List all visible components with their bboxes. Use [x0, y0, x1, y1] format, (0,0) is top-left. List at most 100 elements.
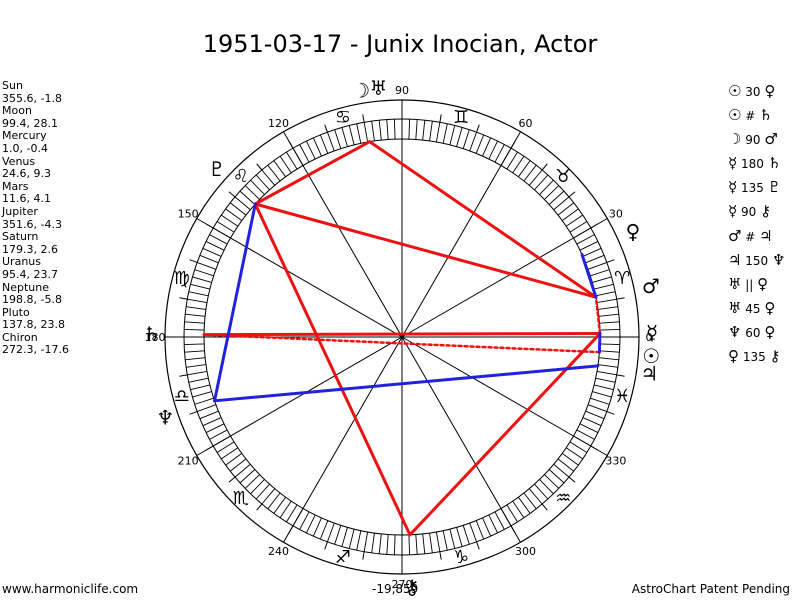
planet-glyph: ⚷ — [405, 575, 420, 599]
degree-tick — [261, 169, 276, 186]
planet-name: Uranus — [2, 255, 41, 269]
degree-tick — [184, 350, 205, 353]
degree-tick — [199, 410, 219, 420]
aspect-angle: 135 — [739, 350, 770, 365]
degree-tick — [244, 474, 260, 489]
planet-glyph: ☽ — [352, 78, 370, 102]
degree-tick — [356, 530, 362, 551]
degree-tick — [194, 269, 214, 277]
degree-tick — [356, 123, 362, 144]
degree-tick — [592, 276, 612, 283]
degree-tick — [341, 527, 348, 547]
degree-tick — [205, 241, 225, 251]
degree-tick — [475, 520, 485, 540]
degree-tick — [590, 397, 610, 405]
sign-spoke — [401, 131, 521, 338]
zodiac-sign-glyphs: ♓ ♈ ♉ ♊ ♋ ♌ ♍ ♎ ♏ ♐ ♑ ♒ — [174, 107, 631, 568]
planet-name: Neptune — [2, 280, 50, 294]
degree-tick — [469, 522, 477, 543]
degree-tick-major — [228, 191, 236, 198]
degree-tick — [371, 533, 375, 553]
degree-tick — [596, 298, 617, 304]
aspect-planet-2: ♆ — [772, 250, 786, 269]
degree-tick — [579, 423, 599, 433]
degree-tick — [415, 534, 418, 555]
aspect-planet-2: ♄ — [767, 154, 782, 173]
degree-tick — [594, 384, 614, 391]
degree-tick — [539, 479, 554, 495]
degree-tick-major — [541, 503, 548, 511]
aspect-planet-2: ♄ — [759, 106, 773, 125]
degree-tick — [494, 144, 505, 163]
aspect-row: ♂ # ♃ — [728, 225, 785, 249]
degree-tick — [363, 531, 369, 552]
aspect-planet-1: ♃ — [728, 250, 742, 269]
aspect-planet-1: ☿ — [728, 202, 738, 221]
planet-name: Mars — [2, 179, 29, 193]
degree-tick — [194, 397, 214, 405]
zodiac-sign-glyph: ♑ — [453, 547, 469, 568]
degree-tick — [188, 291, 209, 297]
zodiac-sign-glyph: ♎ — [174, 386, 190, 407]
aspect-planet-2: ♀ — [764, 322, 776, 341]
degree-tick — [229, 458, 247, 472]
sign-spoke — [283, 131, 403, 338]
aspect-line — [253, 202, 598, 299]
degree-tick — [190, 283, 210, 290]
aspect-line — [368, 140, 598, 299]
degree-tick — [341, 127, 348, 147]
degree-tick-major — [228, 476, 236, 483]
aspect-planet-2: ♀ — [757, 274, 769, 293]
degree-tick-major — [189, 411, 198, 415]
degree-tick — [548, 190, 565, 205]
degree-tick — [598, 313, 619, 317]
degree-tick-major — [362, 114, 365, 123]
degree-tick — [334, 525, 342, 545]
aspect-list: ☉ 30 ♀ ☉ # ♄ ☽ 90 ♂ ☿ 180 ♄ ☿ 135 ♇ ☿ 90 ⚷ ♂ #… — [728, 80, 785, 369]
degree-tick-major — [568, 476, 576, 483]
sign-spoke — [283, 336, 403, 543]
degree-label: 180 — [145, 331, 166, 344]
degree-tick — [598, 357, 619, 361]
degree-tick — [378, 533, 382, 554]
degree-tick — [192, 391, 212, 398]
aspect-angle: 135 — [737, 181, 768, 196]
degree-tick — [196, 262, 217, 270]
planet-glyph: ☿ — [646, 321, 658, 345]
degree-tick — [196, 404, 217, 412]
degree-tick — [456, 527, 463, 547]
degree-tick — [348, 529, 355, 549]
degree-tick — [528, 169, 543, 186]
aspect-row: ♅ 45 ♀ — [728, 297, 785, 321]
degree-tick — [553, 196, 570, 211]
degree-label: 120 — [268, 117, 289, 130]
aspect-angle: 90 — [741, 133, 765, 148]
planet-position: 272.3, -17.6 — [2, 343, 69, 357]
aspect-angle: 90 — [737, 205, 761, 220]
degree-tick — [184, 328, 205, 331]
aspect-planet-1: ♅ — [728, 274, 742, 293]
degree-tick — [190, 384, 210, 391]
degree-label: 150 — [178, 208, 199, 221]
degree-tick — [482, 517, 492, 537]
degree-tick — [273, 496, 286, 514]
aspect-planet-1: ♀ — [728, 347, 739, 366]
degree-tick — [378, 120, 382, 141]
degree-tick — [523, 164, 537, 182]
degree-tick — [462, 129, 470, 149]
degree-tick — [184, 321, 205, 324]
degree-tick-major — [362, 551, 365, 560]
degree-tick — [598, 364, 618, 368]
aspect-angle: || — [741, 277, 758, 292]
degree-tick — [494, 511, 505, 530]
degree-tick — [594, 283, 614, 290]
degree-tick — [221, 214, 239, 227]
degree-tick — [534, 174, 549, 191]
degree-tick — [599, 350, 620, 353]
aspect-row: ☽ 90 ♂ — [728, 128, 785, 152]
aspect-line — [213, 364, 600, 403]
degree-tick — [595, 377, 616, 383]
degree-labels: 0 30 60 90 120 150 180 210 240 270 300 330 — [145, 84, 653, 591]
degree-label: 300 — [515, 545, 536, 558]
degree-tick — [187, 298, 208, 304]
